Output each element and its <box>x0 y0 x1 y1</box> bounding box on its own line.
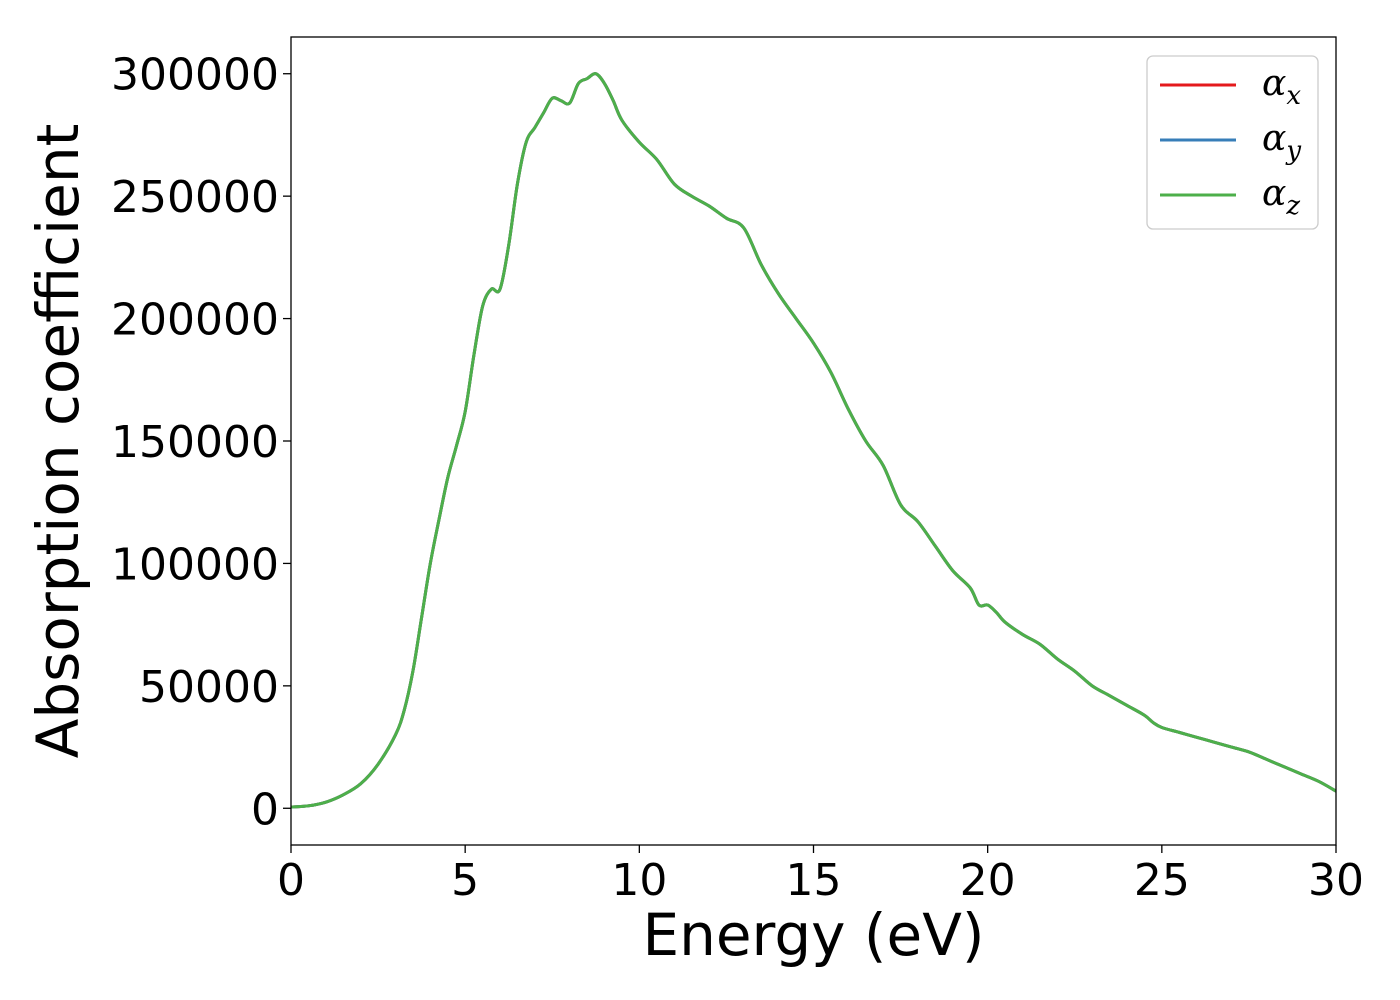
x-tick-label: 30 <box>1308 855 1364 906</box>
x-tick-label: 15 <box>786 855 842 906</box>
y-tick-label: 150000 <box>111 417 279 468</box>
series-line-alpha-z <box>291 72 1336 809</box>
x-tick-label: 10 <box>611 855 667 906</box>
x-axis: 0 5 10 15 20 25 30 <box>277 845 1364 906</box>
y-tick-label: 250000 <box>111 172 279 223</box>
y-tick-label: 50000 <box>139 662 279 713</box>
legend-box <box>1146 55 1319 230</box>
y-tick-label: 100000 <box>111 539 279 590</box>
x-tick-label: 25 <box>1134 855 1190 906</box>
y-axis: 0 50000 100000 150000 200000 250000 300000 <box>111 50 291 835</box>
y-tick-label: 300000 <box>111 50 279 101</box>
x-axis-title: Energy (eV) <box>642 901 984 969</box>
x-tick-label: 20 <box>960 855 1016 906</box>
y-tick-label: 200000 <box>111 295 279 346</box>
x-tick-label: 0 <box>277 855 305 906</box>
y-axis-title: Absorption coefficient <box>24 124 92 759</box>
y-tick-label: 0 <box>251 784 279 835</box>
x-tick-label: 5 <box>451 855 479 906</box>
series-layer <box>291 72 1336 809</box>
